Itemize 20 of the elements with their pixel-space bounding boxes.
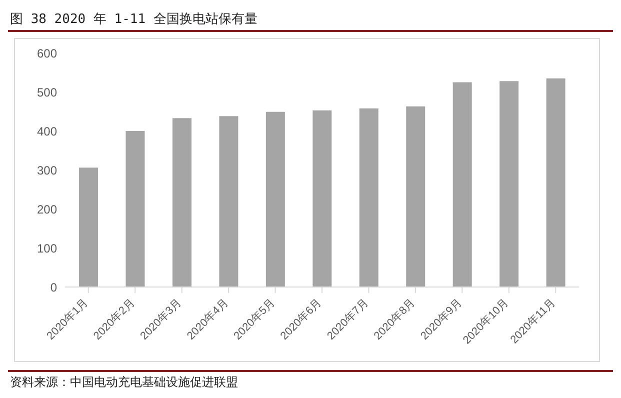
y-tick-label: 600 <box>36 46 58 60</box>
bar <box>266 112 285 287</box>
text: 资料来源：中国电动充电基础设施促进联盟 <box>10 374 238 391</box>
bar <box>79 168 98 287</box>
bar <box>452 82 472 287</box>
bar <box>172 118 192 287</box>
bar <box>219 116 238 287</box>
y-tick-label: 300 <box>36 163 58 178</box>
bar <box>312 110 332 287</box>
bar <box>406 106 426 287</box>
y-tick-label: 500 <box>36 85 58 100</box>
bar <box>500 81 519 287</box>
bar <box>359 108 378 287</box>
y-tick-label: 0 <box>50 280 58 294</box>
y-tick-label: 100 <box>36 241 58 256</box>
y-tick-label: 400 <box>36 124 58 138</box>
bar <box>546 78 566 287</box>
y-tick-label: 200 <box>36 202 58 216</box>
chart-title: 图 38 2020 年 1-11 全国换电站保有量 <box>10 11 258 28</box>
bar <box>126 131 145 287</box>
